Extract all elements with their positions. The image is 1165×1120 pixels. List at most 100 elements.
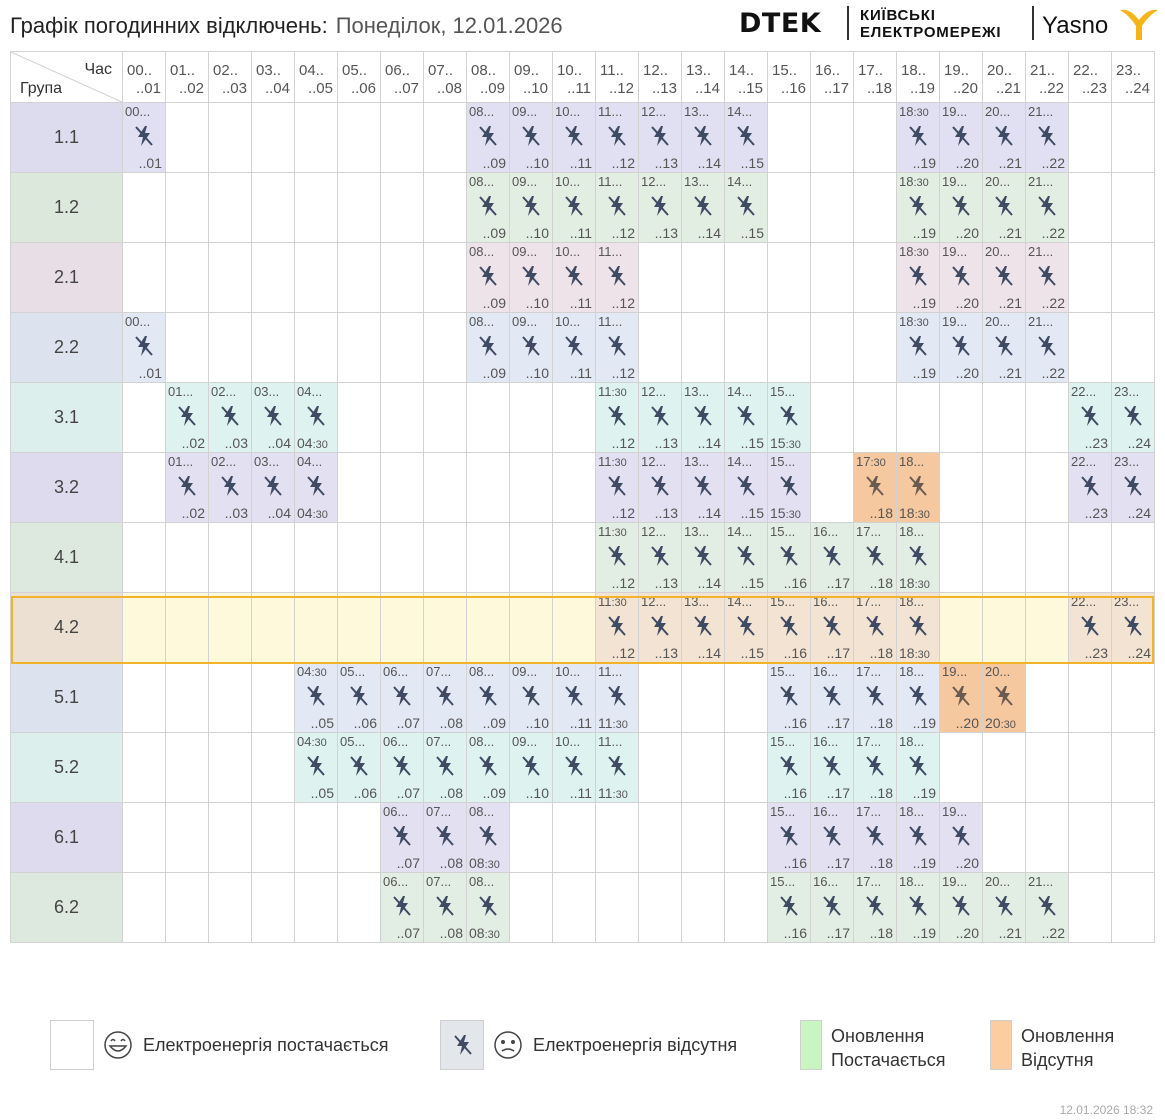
power-off-icon bbox=[479, 756, 497, 776]
outage-cell: 08... ..09 bbox=[466, 312, 510, 383]
outage-start: 14... bbox=[727, 174, 753, 189]
outage-end: ..09 bbox=[482, 295, 506, 311]
outage-start: 17... bbox=[856, 734, 882, 749]
outage-start: 18:30 bbox=[899, 104, 929, 119]
outage-cell: 20... ..21 bbox=[982, 312, 1026, 383]
empty-cell bbox=[423, 172, 467, 243]
hour-start: 02.. bbox=[213, 62, 239, 79]
outage-end: ..08 bbox=[439, 715, 463, 731]
outage-end: ..08 bbox=[439, 785, 463, 801]
outage-cell: 20... 20:30 bbox=[982, 662, 1026, 733]
outage-cell: 11... ..12 bbox=[595, 242, 639, 313]
outage-end: ..19 bbox=[912, 225, 936, 241]
outage-cell: 07... ..08 bbox=[423, 802, 467, 873]
outage-end: ..19 bbox=[912, 855, 936, 871]
empty-cell bbox=[122, 382, 166, 453]
hour-start: 19.. bbox=[944, 62, 970, 79]
outage-end: 18:30 bbox=[899, 575, 930, 591]
outage-cell: 10... ..11 bbox=[552, 312, 596, 383]
outage-end: ..12 bbox=[611, 575, 635, 591]
empty-cell bbox=[982, 592, 1026, 663]
outage-end: ..21 bbox=[998, 155, 1022, 171]
empty-cell bbox=[208, 522, 252, 593]
outage-cell: 18... 18:30 bbox=[896, 592, 940, 663]
kyiv-logo-line2: ЕЛЕКТРОМЕРЕЖІ bbox=[860, 24, 1002, 41]
empty-cell bbox=[251, 522, 295, 593]
outage-end: ..23 bbox=[1084, 645, 1108, 661]
empty-cell bbox=[251, 242, 295, 313]
empty-cell bbox=[638, 312, 682, 383]
outage-start: 10... bbox=[555, 244, 581, 259]
power-off-icon bbox=[436, 896, 454, 916]
empty-cell bbox=[165, 522, 209, 593]
outage-start: 15... bbox=[770, 874, 796, 889]
outage-start: 16... bbox=[813, 874, 839, 889]
hour-start: 18.. bbox=[901, 62, 927, 79]
power-off-icon bbox=[694, 616, 712, 636]
outage-start: 21... bbox=[1028, 104, 1054, 119]
power-off-icon bbox=[694, 546, 712, 566]
outage-cell: 21... ..22 bbox=[1025, 312, 1069, 383]
outage-cell: 23... ..24 bbox=[1111, 592, 1155, 663]
empty-cell bbox=[1068, 172, 1112, 243]
outage-cell: 15... ..16 bbox=[767, 592, 811, 663]
outage-start: 17... bbox=[856, 594, 882, 609]
empty-cell bbox=[337, 382, 381, 453]
outage-cell: 21... ..22 bbox=[1025, 172, 1069, 243]
empty-cell bbox=[552, 382, 596, 453]
outage-start: 21... bbox=[1028, 174, 1054, 189]
power-off-icon bbox=[995, 336, 1013, 356]
group-row: 1.1 00... ..01 08... ..09 09... ..10 10... ..11 1… bbox=[10, 102, 1155, 173]
outage-start: 08... bbox=[469, 244, 495, 259]
empty-cell bbox=[767, 312, 811, 383]
outage-end: ..24 bbox=[1127, 505, 1151, 521]
outage-end: ..08 bbox=[439, 855, 463, 871]
outage-end: ..09 bbox=[482, 225, 506, 241]
outage-start: 14... bbox=[727, 384, 753, 399]
empty-cell bbox=[896, 382, 940, 453]
hour-end: ..10 bbox=[522, 80, 548, 97]
outage-cell: 12... ..13 bbox=[638, 522, 682, 593]
outage-cell: 06... ..07 bbox=[380, 662, 424, 733]
outage-start: 06... bbox=[383, 734, 409, 749]
power-off-icon bbox=[522, 756, 540, 776]
outage-start: 21... bbox=[1028, 874, 1054, 889]
empty-cell bbox=[724, 242, 768, 313]
power-off-icon bbox=[1038, 336, 1056, 356]
outage-end: ..20 bbox=[955, 225, 979, 241]
outage-start: 06... bbox=[383, 804, 409, 819]
power-off-icon bbox=[522, 266, 540, 286]
empty-cell bbox=[423, 242, 467, 313]
outage-cell: 00... ..01 bbox=[122, 312, 166, 383]
outage-cell: 19... ..20 bbox=[939, 872, 983, 943]
outage-cell: 20... ..21 bbox=[982, 102, 1026, 173]
hour-end: ..19 bbox=[909, 80, 935, 97]
empty-cell bbox=[380, 312, 424, 383]
empty-cell bbox=[165, 592, 209, 663]
outage-start: 12... bbox=[641, 174, 667, 189]
empty-cell bbox=[552, 522, 596, 593]
empty-cell bbox=[681, 242, 725, 313]
group-name: 4.2 bbox=[10, 592, 123, 663]
outage-end: ..02 bbox=[181, 435, 205, 451]
outage-cell: 23... ..24 bbox=[1111, 452, 1155, 523]
empty-cell bbox=[1111, 242, 1155, 313]
outage-end: ..12 bbox=[611, 295, 635, 311]
outage-start: 13... bbox=[684, 384, 710, 399]
hour-start: 10.. bbox=[557, 62, 583, 79]
empty-cell bbox=[380, 172, 424, 243]
outage-cell: 05... ..06 bbox=[337, 662, 381, 733]
outage-start: 13... bbox=[684, 454, 710, 469]
empty-cell bbox=[466, 452, 510, 523]
empty-cell bbox=[294, 172, 338, 243]
empty-cell bbox=[767, 102, 811, 173]
hour-end: ..24 bbox=[1124, 80, 1150, 97]
empty-cell bbox=[509, 382, 553, 453]
empty-cell bbox=[810, 312, 854, 383]
hour-end: ..20 bbox=[952, 80, 978, 97]
outage-end: ..12 bbox=[611, 225, 635, 241]
empty-cell bbox=[638, 872, 682, 943]
outage-cell: 18... ..19 bbox=[896, 732, 940, 803]
empty-cell bbox=[208, 592, 252, 663]
hour-end: ..11 bbox=[567, 80, 591, 97]
